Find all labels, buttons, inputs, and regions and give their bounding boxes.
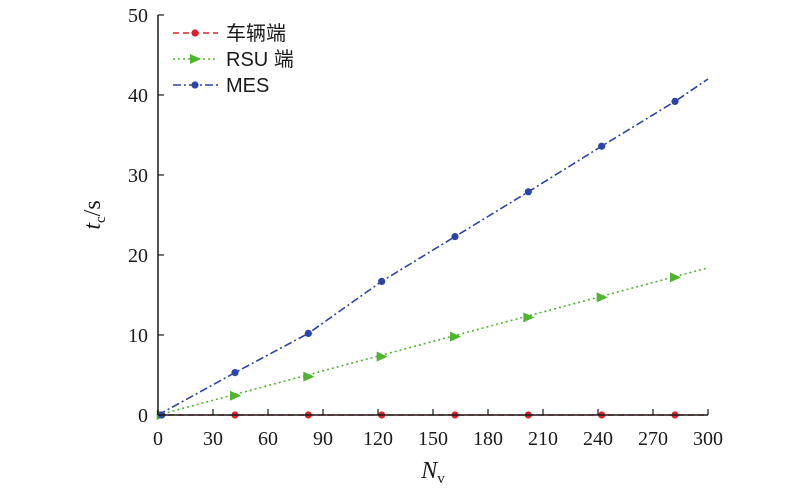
y-axis-title: tc/s xyxy=(80,200,109,229)
axis-titles: Nv tc/s xyxy=(80,200,445,487)
series-point xyxy=(450,331,461,342)
legend-item: 车辆端 xyxy=(173,22,286,45)
series-point xyxy=(376,351,388,362)
plot-series-layer xyxy=(156,78,709,420)
series-point xyxy=(598,142,606,150)
legend: 车辆端 RSU 端 MES xyxy=(173,22,294,97)
series-point xyxy=(670,272,681,283)
legend-label: MES xyxy=(226,75,269,97)
x-tick-label: 240 xyxy=(583,428,613,450)
x-tick-label: 210 xyxy=(528,428,558,450)
x-tick-label: 180 xyxy=(473,428,503,450)
series-point xyxy=(524,188,532,196)
y-tick-label: 10 xyxy=(128,325,148,347)
y-tick-label: 30 xyxy=(128,165,148,187)
series-point xyxy=(523,312,535,323)
y-tick-label: 40 xyxy=(128,85,148,107)
series-point xyxy=(671,97,679,105)
legend-marker xyxy=(190,54,201,64)
legend-marker xyxy=(191,81,199,89)
series-line xyxy=(157,267,709,416)
x-tick-label: 270 xyxy=(638,428,668,450)
legend-item: MES xyxy=(173,75,269,97)
series-point xyxy=(596,292,608,303)
legend-label: RSU 端 xyxy=(226,48,294,71)
x-tick-label: 300 xyxy=(693,428,723,450)
series-point xyxy=(231,369,239,377)
x-axis-title: Nv xyxy=(420,458,445,487)
series-point xyxy=(378,277,386,285)
x-tick-label: 0 xyxy=(153,428,163,450)
ticks-layer: 0 30 60 90 120 150 180 210 240 270 300 0 10 20 30 40 50 xyxy=(128,5,723,450)
series-point xyxy=(304,329,312,337)
series-line xyxy=(157,78,709,416)
x-tick-label: 150 xyxy=(418,428,448,450)
series-point xyxy=(451,233,459,241)
legend-marker xyxy=(191,29,199,37)
series-1 xyxy=(156,267,709,420)
y-tick-label: 20 xyxy=(128,245,148,267)
legend-label: 车辆端 xyxy=(226,22,286,45)
x-tick-label: 90 xyxy=(313,428,333,450)
series-2 xyxy=(157,78,709,419)
y-tick-label: 0 xyxy=(138,405,148,427)
legend-item: RSU 端 xyxy=(173,48,294,71)
x-tick-label: 60 xyxy=(258,428,278,450)
x-tick-label: 120 xyxy=(363,428,393,450)
series-point xyxy=(303,371,315,382)
y-tick-label: 50 xyxy=(128,5,148,27)
series-point xyxy=(230,390,241,401)
x-tick-label: 30 xyxy=(203,428,223,450)
